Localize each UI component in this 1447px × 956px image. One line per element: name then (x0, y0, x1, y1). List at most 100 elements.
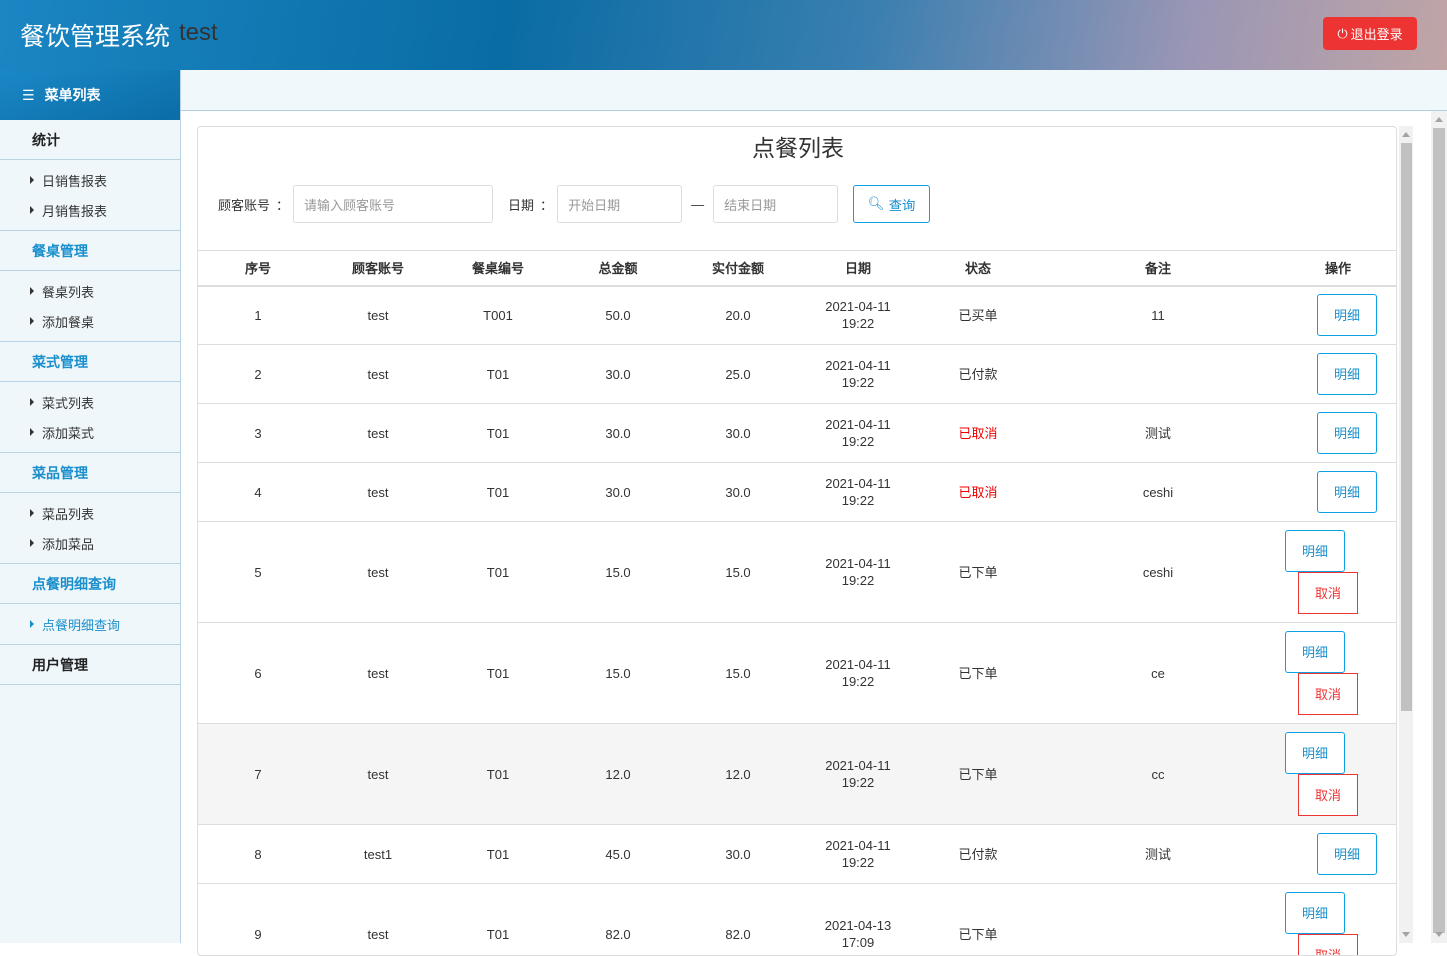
cell: T01 (438, 345, 558, 404)
cell: 15.0 (678, 522, 798, 623)
cell: 30.0 (558, 345, 678, 404)
detail-button[interactable]: 明细 (1285, 732, 1345, 774)
sidebar-item[interactable]: 添加菜式 (0, 417, 180, 447)
cell: 12.0 (678, 724, 798, 825)
sidebar-item-label: 添加菜品 (42, 534, 94, 553)
cancel-button[interactable]: 取消 (1298, 774, 1358, 816)
cell-remark: 测试 (1038, 825, 1278, 884)
sidebar-group[interactable]: 统计 (0, 120, 180, 160)
sidebar-item-label: 菜式列表 (42, 393, 94, 412)
cancel-button[interactable]: 取消 (1298, 934, 1358, 956)
sidebar-item[interactable]: 点餐明细查询 (0, 609, 180, 639)
cell-ops: 明细 (1278, 404, 1397, 463)
sidebar-group[interactable]: 餐桌管理 (0, 231, 180, 271)
detail-button[interactable]: 明细 (1285, 892, 1345, 934)
query-button[interactable]: 🔍︎查询 (853, 185, 930, 223)
cancel-button[interactable]: 取消 (1298, 673, 1358, 715)
sidebar-item[interactable]: 菜式列表 (0, 387, 180, 417)
cell-status: 已付款 (918, 345, 1038, 404)
sidebar-item[interactable]: 月销售报表 (0, 195, 180, 225)
sidebar-group[interactable]: 菜式管理 (0, 342, 180, 382)
list-icon: ☰ (22, 87, 35, 104)
cell: T01 (438, 404, 558, 463)
sidebar-item-label: 月销售报表 (42, 201, 107, 220)
page-title: 点餐列表 (198, 129, 1397, 163)
sidebar-item[interactable]: 添加餐桌 (0, 306, 180, 336)
cell: 30.0 (558, 463, 678, 522)
detail-button[interactable]: 明细 (1317, 294, 1377, 336)
power-icon: ⏻ (1337, 26, 1347, 42)
start-date-input[interactable]: 开始日期 (557, 185, 682, 223)
top-header: 餐饮管理系统 test ⏻退出登录 (0, 0, 1447, 70)
sidebar-item[interactable]: 餐桌列表 (0, 276, 180, 306)
page-scrollbar[interactable] (1431, 111, 1447, 943)
cell-remark: cc (1038, 724, 1278, 825)
time: 19:22 (798, 315, 918, 332)
cell-remark (1038, 884, 1278, 956)
account-input[interactable]: 请输入顾客账号 (293, 185, 493, 223)
end-date-input[interactable]: 结束日期 (713, 185, 838, 223)
sidebar-group[interactable]: 用户管理 (0, 645, 180, 685)
cancel-button[interactable]: 取消 (1298, 572, 1358, 614)
date: 2021-04-11 (798, 416, 918, 433)
detail-button[interactable]: 明细 (1317, 412, 1377, 454)
cell: T01 (438, 463, 558, 522)
detail-button[interactable]: 明细 (1317, 833, 1377, 875)
cell-ops: 明细取消 (1278, 884, 1397, 956)
detail-button[interactable]: 明细 (1317, 471, 1377, 513)
logout-button[interactable]: ⏻退出登录 (1323, 17, 1417, 50)
cell: 30.0 (678, 463, 798, 522)
cell: test1 (318, 825, 438, 884)
cell-ops: 明细 (1278, 286, 1397, 345)
sidebar-item[interactable]: 日销售报表 (0, 165, 180, 195)
cell: T01 (438, 724, 558, 825)
cell-status: 已取消 (918, 404, 1038, 463)
column-header: 总金额 (558, 251, 678, 286)
cell: 6 (198, 623, 318, 724)
sidebar-item-label: 点餐明细查询 (42, 615, 120, 634)
cell: test (318, 522, 438, 623)
cell: 30.0 (678, 825, 798, 884)
cell: 7 (198, 724, 318, 825)
cell: test (318, 463, 438, 522)
cell: 9 (198, 884, 318, 956)
sidebar-item-label: 菜品列表 (42, 504, 94, 523)
cell: T001 (438, 286, 558, 345)
cell: 2 (198, 345, 318, 404)
colon: ： (276, 195, 289, 214)
current-user: test (179, 19, 218, 47)
cell: 82.0 (678, 884, 798, 956)
time: 19:22 (798, 774, 918, 791)
sidebar-item[interactable]: 添加菜品 (0, 528, 180, 558)
sidebar-group[interactable]: 点餐明细查询 (0, 564, 180, 604)
column-header: 操作 (1278, 251, 1397, 286)
detail-button[interactable]: 明细 (1285, 631, 1345, 673)
time: 19:22 (798, 374, 918, 391)
sidebar-header: ☰菜单列表 (0, 70, 180, 120)
panel-scrollbar[interactable] (1399, 126, 1413, 943)
cell-status: 已付款 (918, 825, 1038, 884)
search-icon: 🔍︎ (868, 196, 885, 212)
cell: 3 (198, 404, 318, 463)
sidebar-item-label: 添加菜式 (42, 423, 94, 442)
sidebar-group[interactable]: 菜品管理 (0, 453, 180, 493)
cell-status: 已下单 (918, 623, 1038, 724)
cell: 45.0 (558, 825, 678, 884)
detail-button[interactable]: 明细 (1285, 530, 1345, 572)
cell-ops: 明细取消 (1278, 623, 1397, 724)
detail-button[interactable]: 明细 (1317, 353, 1377, 395)
sidebar-item[interactable]: 菜品列表 (0, 498, 180, 528)
cell: test (318, 884, 438, 956)
time: 19:22 (798, 673, 918, 690)
cell: test (318, 404, 438, 463)
